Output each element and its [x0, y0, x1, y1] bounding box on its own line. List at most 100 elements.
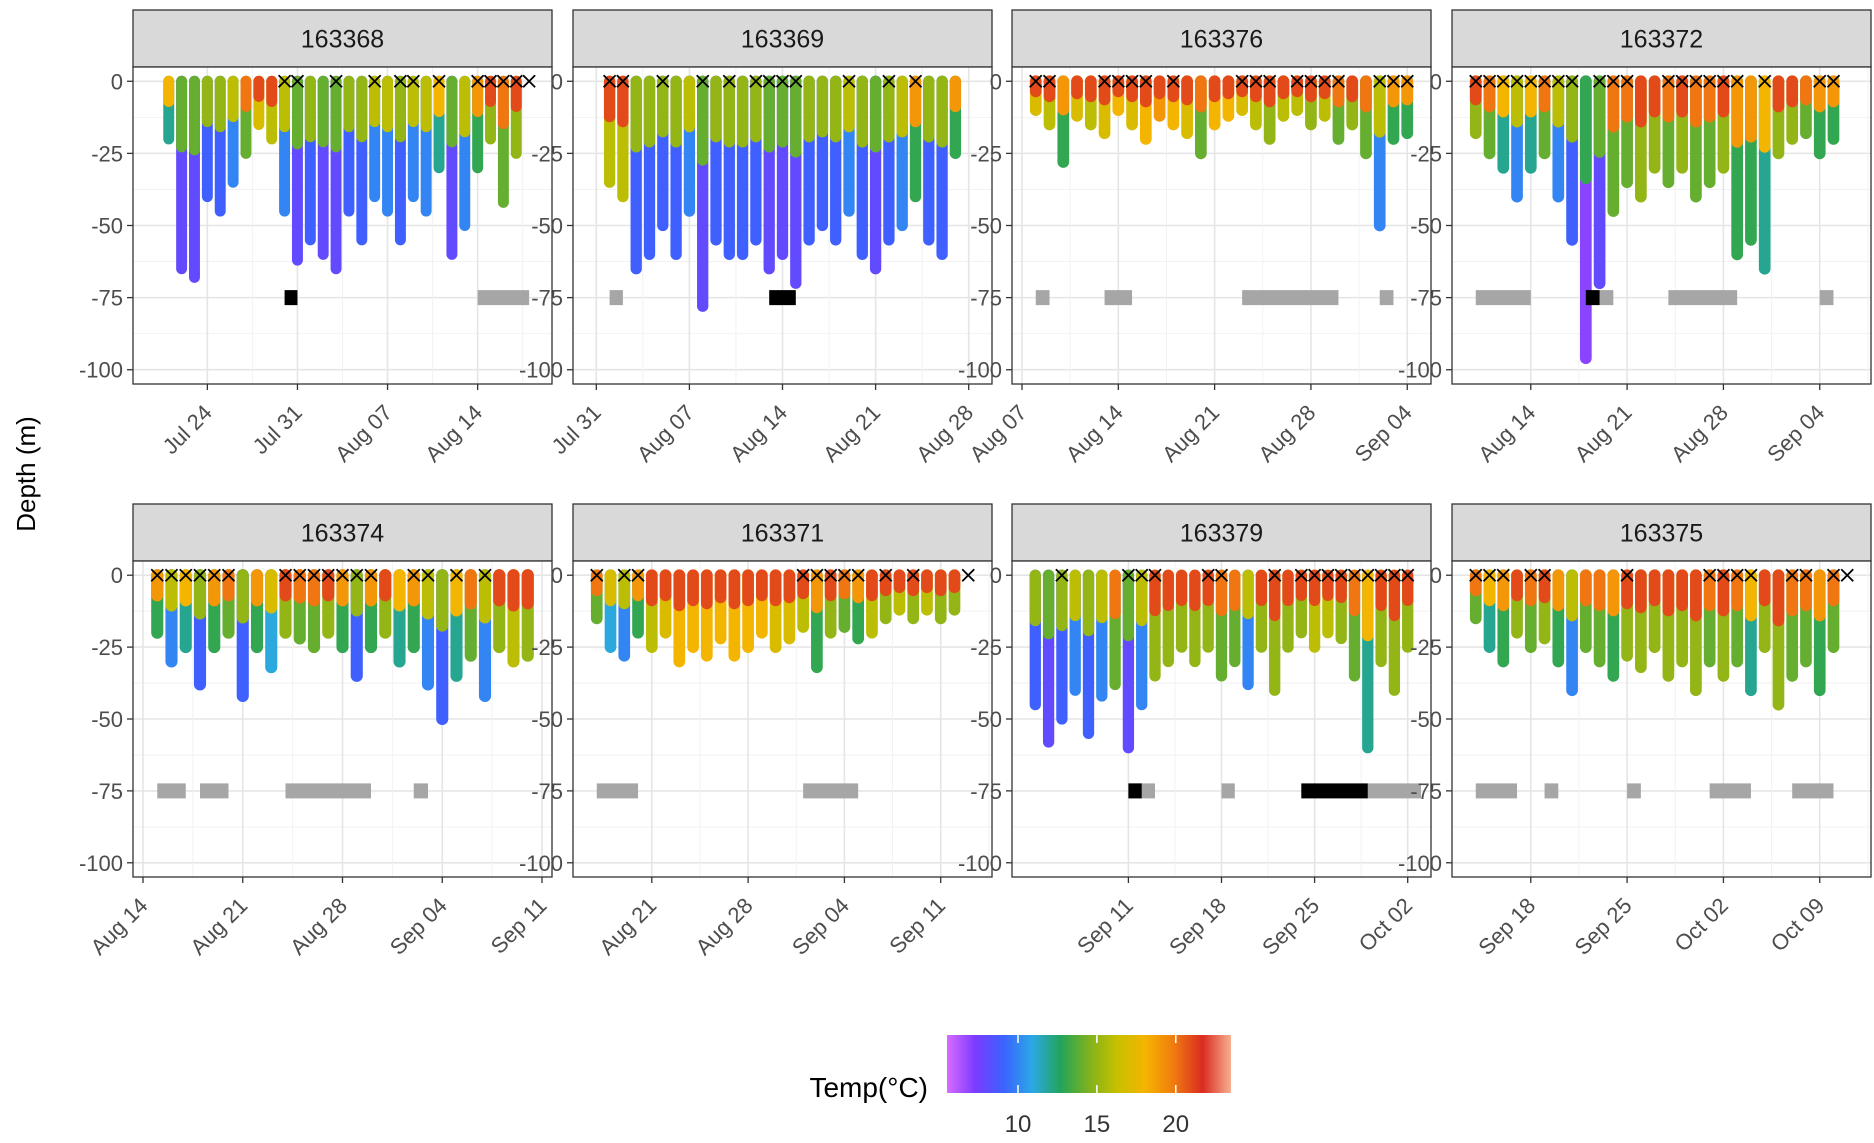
cross-marker	[1321, 568, 1335, 582]
cross-marker	[164, 568, 179, 582]
y-tick-label: 0	[990, 563, 1002, 588]
x-tick-label: Aug 21	[594, 893, 661, 960]
cross-marker	[1482, 568, 1497, 582]
cross-marker	[1620, 568, 1634, 582]
surface-cross-markers	[1469, 568, 1854, 582]
cross-marker	[1042, 74, 1057, 88]
black-period-bar	[1585, 290, 1600, 306]
gray-period-bar	[596, 783, 639, 799]
cross-marker	[842, 74, 856, 88]
y-tick-label: -100	[958, 358, 1002, 383]
cross-marker	[329, 74, 343, 88]
cross-marker	[1716, 74, 1731, 88]
behaviour-bars	[1035, 290, 1394, 306]
cross-marker	[193, 568, 207, 582]
x-tick-label: Sep 25	[1257, 893, 1324, 960]
facet-strip	[132, 503, 553, 562]
y-tick-label: -25	[970, 141, 1002, 166]
cross-marker	[471, 74, 485, 88]
y-tick-label: 0	[111, 69, 123, 94]
cross-marker	[421, 568, 435, 582]
cross-marker	[1620, 74, 1634, 88]
y-tick-label: -25	[970, 635, 1002, 660]
x-tick-label: Aug 14	[1473, 400, 1540, 467]
cross-marker	[837, 568, 852, 582]
dive-profiles	[1029, 75, 1414, 232]
x-tick-label: Sep 11	[486, 893, 552, 959]
y-tick-label: -75	[531, 779, 563, 804]
y-axis: 0 -25 -50 -75 -100	[1398, 563, 1452, 876]
legend-tick-label: 20	[1162, 1111, 1189, 1138]
black-period-bar	[769, 290, 796, 306]
cross-marker	[1469, 74, 1483, 88]
cross-marker	[696, 74, 710, 88]
surface-cross-markers	[602, 74, 923, 88]
y-tick-label: -100	[958, 851, 1002, 876]
gray-period-bar	[1221, 783, 1235, 799]
y-tick-label: -75	[531, 286, 563, 311]
y-tick-label: 0	[990, 69, 1002, 94]
x-tick-label: Sep 04	[787, 893, 854, 960]
x-tick-label: Oct 09	[1766, 893, 1830, 957]
cross-marker	[1592, 74, 1607, 88]
cross-marker	[364, 568, 378, 582]
x-tick-label: Jul 31	[248, 400, 307, 459]
cross-marker	[1551, 74, 1565, 88]
cross-marker	[522, 74, 536, 88]
x-axis: Jul 31 Aug 07 Aug 14 Aug 21 Aug 28	[547, 384, 978, 467]
x-tick-label: Aug 21	[185, 893, 252, 960]
behaviour-bars	[609, 290, 796, 306]
y-tick-label: -50	[91, 707, 123, 732]
y-axis: 0 -25 -50 -75 -100	[958, 69, 1012, 383]
facet-strip	[1451, 9, 1872, 68]
gray-period-bar	[1668, 290, 1738, 306]
behaviour-bars	[157, 783, 428, 799]
gridlines	[573, 561, 992, 877]
cross-marker	[1055, 568, 1069, 582]
cross-marker	[810, 568, 824, 582]
gray-period-bar	[200, 783, 229, 799]
cross-marker	[1263, 74, 1277, 88]
y-tick-label: 0	[551, 69, 563, 94]
legend-ticks: 10 15 20	[1005, 1035, 1189, 1138]
gray-period-bar	[413, 783, 428, 799]
cross-marker	[1374, 568, 1388, 582]
facet-strip-label: 163376	[1180, 26, 1263, 54]
cross-marker	[307, 568, 321, 582]
cross-marker	[631, 568, 645, 582]
surface-cross-markers	[1029, 74, 1414, 88]
cross-marker	[1121, 568, 1136, 582]
cross-marker	[789, 74, 803, 88]
facet-strip-label: 163369	[741, 26, 824, 54]
cross-marker	[478, 568, 492, 582]
cross-marker	[496, 74, 511, 88]
facet-strip-label: 163375	[1620, 520, 1703, 548]
gray-period-bar	[477, 290, 530, 306]
cross-marker	[290, 74, 305, 88]
x-tick-label: Aug 07	[632, 400, 699, 467]
facet-panel-163374: 163374 0 -25 -50 -75 -100 Aug 14 Aug 21 Aug 28 Se…	[79, 503, 553, 960]
surface-cross-markers	[590, 568, 975, 582]
x-tick-label: Aug 07	[330, 400, 397, 467]
cross-marker	[277, 74, 292, 88]
cross-marker	[1537, 74, 1552, 88]
cross-marker	[1235, 74, 1249, 88]
gray-period-bar	[285, 783, 371, 799]
x-axis: Aug 21 Aug 28 Sep 04 Sep 11	[594, 877, 950, 960]
facet-strip-label: 163371	[741, 520, 824, 548]
y-tick-label: -25	[1410, 141, 1442, 166]
x-tick-label: Oct 02	[1669, 893, 1733, 957]
x-tick-label: Aug 28	[911, 400, 978, 467]
cross-marker	[1799, 568, 1813, 582]
x-tick-label: Sep 04	[1350, 400, 1417, 467]
cross-marker	[1510, 74, 1524, 88]
gray-period-bar	[1367, 783, 1421, 799]
dive-profiles	[151, 569, 534, 726]
cross-marker	[1730, 568, 1744, 582]
gray-period-bar	[1104, 290, 1133, 306]
cross-marker	[1758, 74, 1772, 88]
cross-marker	[350, 568, 364, 582]
cross-marker	[602, 74, 617, 88]
x-tick-label: Sep 04	[1762, 400, 1829, 467]
